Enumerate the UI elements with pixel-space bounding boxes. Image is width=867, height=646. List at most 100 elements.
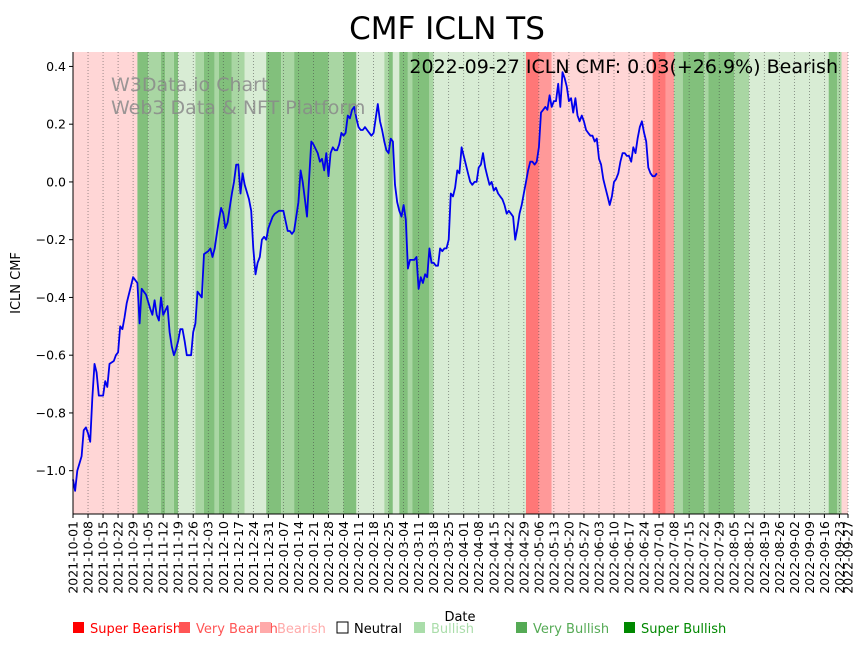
x-tick-label: 2021-10-01 (66, 521, 81, 594)
legend-label-bullish: Bullish (431, 622, 474, 637)
regime-bands (73, 52, 848, 514)
x-tick-label: 2022-04-15 (486, 521, 501, 594)
cmf-series-line (72, 71, 658, 492)
x-tick-label: 2022-08-26 (772, 521, 787, 594)
legend-label-super-bullish: Super Bullish (641, 622, 726, 637)
legend-swatch-very-bullish (516, 622, 527, 633)
x-tick-label: 2022-02-18 (366, 521, 381, 594)
x-tick-label: 2022-08-12 (742, 521, 757, 594)
regime-band-bullish (407, 52, 413, 514)
legend-label-very-bearish: Very Bearish (196, 622, 278, 637)
x-tick-label: 2021-10-29 (126, 521, 141, 594)
x-tick-label: 2022-05-13 (546, 521, 561, 594)
y-tick-label: −0.6 (36, 348, 66, 363)
x-tick-label: 2022-09-09 (802, 521, 817, 594)
chart-title: CMF ICLN TS (349, 11, 545, 47)
regime-band-very-bullish (173, 52, 179, 514)
x-tick-label: 2022-02-25 (381, 521, 396, 594)
regime-band-very-bearish (538, 52, 552, 514)
x-tick-label: 2022-03-04 (396, 521, 411, 594)
x-tick-label: 2021-11-05 (141, 521, 156, 594)
regime-band-bullish (165, 52, 174, 514)
watermark-line-1: W3Data.io Chart (111, 74, 268, 96)
x-tick-label: 2022-03-18 (426, 521, 441, 594)
x-tick-label: 2022-06-17 (622, 521, 637, 594)
regime-band-neutral (178, 52, 196, 514)
regime-band-bullish (195, 52, 204, 514)
x-tick-label: 2021-10-08 (81, 521, 96, 594)
regime-band-very-bullish (412, 52, 430, 514)
regime-band-very-bullish (218, 52, 232, 514)
x-tick-label: 2021-11-12 (156, 521, 171, 594)
x-tick-label: 2022-04-08 (471, 521, 486, 594)
x-tick-label: 2022-07-29 (712, 521, 727, 594)
x-tick-label: 2021-11-26 (186, 521, 201, 594)
legend-swatch-super-bullish (624, 622, 635, 633)
legend-swatch-neutral (336, 621, 349, 634)
x-tick-label: 2021-12-03 (201, 521, 216, 594)
x-tick-label: 2021-10-22 (111, 521, 126, 594)
x-tick-label: 2022-01-21 (306, 521, 321, 594)
chart-annotation: 2022-09-27 ICLN CMF: 0.03(+26.9%) Bearis… (409, 56, 838, 78)
x-tick-label: 2022-04-22 (501, 521, 516, 594)
y-tick-label: 0.2 (46, 117, 66, 132)
x-tick-label: 2022-04-29 (516, 521, 531, 594)
x-tick-label: 2022-05-06 (531, 521, 546, 594)
x-axis-label: Date (444, 610, 475, 625)
x-tick-label: 2022-05-20 (561, 521, 576, 594)
legend-label-neutral: Neutral (354, 622, 402, 637)
legend-swatch-very-bearish (179, 622, 190, 633)
x-tick-label: 2021-12-10 (216, 521, 231, 594)
regime-band-very-bullish (682, 52, 705, 514)
x-tick-label: 2022-05-27 (576, 521, 591, 594)
y-axis-ticks: −1.0 −0.8 −0.6 −0.4 −0.2 0.0 0.2 0.4 (36, 59, 73, 478)
x-tick-label: 2021-10-15 (96, 521, 111, 594)
regime-band-bullish (429, 52, 434, 514)
y-tick-label: 0.0 (46, 174, 66, 189)
regime-band-very-bullish (388, 52, 393, 514)
x-tick-label: 2022-08-19 (757, 521, 772, 594)
vertical-gridlines (72, 52, 849, 514)
watermark-line-2: Web3 Data & NFT Platform (111, 97, 365, 119)
x-tick-label: 2022-06-24 (637, 521, 652, 594)
x-tick-label: 2022-02-04 (336, 521, 351, 594)
legend-label-super-bearish: Super Bearish (90, 622, 181, 637)
regime-band-very-bullish (708, 52, 735, 514)
x-tick-label: 2021-12-31 (261, 521, 276, 594)
x-tick-label: 2022-08-05 (727, 521, 742, 594)
x-tick-label: 2022-09-02 (787, 521, 802, 594)
x-tick-label: 2022-03-11 (411, 521, 426, 594)
x-tick-label: 2021-12-24 (246, 521, 261, 594)
regime-band-bullish (704, 52, 709, 514)
regime-band-neutral (433, 52, 526, 514)
x-tick-label: 2022-07-15 (682, 521, 697, 594)
legend: Super Bearish Very Bearish Bearish Neutral B… (73, 621, 726, 637)
x-tick-label: 2022-06-03 (591, 521, 606, 594)
x-tick-label: 2022-09-23 (832, 521, 847, 594)
regime-band-bullish (674, 52, 683, 514)
x-tick-label: 2022-01-28 (321, 521, 336, 594)
regime-band-very-bullish (266, 52, 282, 514)
legend-swatch-super-bearish (73, 622, 84, 633)
x-tick-label: 2022-03-25 (441, 521, 456, 594)
x-tick-label: 2021-12-17 (231, 521, 246, 594)
x-axis-ticks: 2021-10-01 2021-10-08 2021-10-15 2021-10-22… (66, 514, 856, 594)
regime-band-bearish (551, 52, 653, 514)
x-tick-label: 2022-04-01 (456, 521, 471, 594)
legend-label-very-bullish: Very Bullish (533, 622, 609, 637)
x-tick-label: 2022-06-10 (606, 521, 621, 594)
regime-band-bullish (214, 52, 219, 514)
legend-swatch-bearish (260, 622, 271, 633)
legend-swatch-bullish (414, 622, 425, 633)
regime-band-bearish (841, 52, 848, 514)
axes-spines (72, 52, 848, 515)
x-tick-label: 2022-07-22 (697, 521, 712, 594)
regime-band-bullish (384, 52, 389, 514)
regime-band-neutral (244, 52, 267, 514)
regime-band-very-bullish (343, 52, 357, 514)
x-tick-label: 2022-09-27 (841, 521, 856, 594)
x-tick-label: 2022-02-11 (351, 521, 366, 594)
regime-band-bullish (328, 52, 344, 514)
x-tick-label: 2022-01-07 (276, 521, 291, 594)
